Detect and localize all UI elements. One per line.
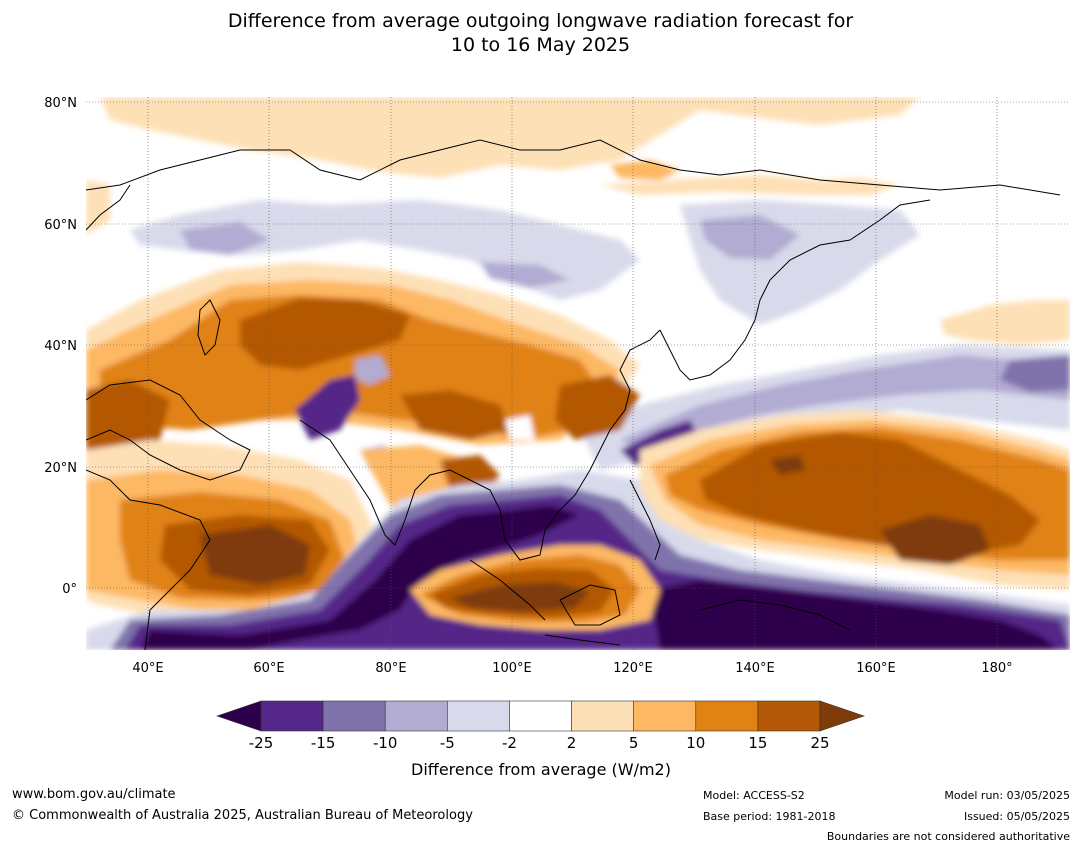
anomaly-positive-central-asia — [240, 298, 410, 370]
colorbar-tick-label: 2 — [567, 734, 577, 752]
anomaly-positive-tibet — [400, 390, 510, 440]
coastline-india — [299, 419, 471, 546]
colorbar-tick-label: 25 — [810, 734, 829, 752]
coastline-caspian — [197, 299, 221, 356]
footer-model: Model: ACCESS-S2 — [703, 789, 805, 802]
lon-label-100e: 100°E — [492, 661, 532, 676]
colorbar-tick-label: 10 — [686, 734, 705, 752]
footer-copyright: © Commonwealth of Australia 2025, Austra… — [12, 808, 473, 823]
colorbar-extend-min — [216, 700, 262, 732]
anomaly-negative-iran — [295, 375, 360, 440]
colorbar-bin — [384, 700, 448, 732]
colorbar-bin — [447, 700, 510, 732]
lon-label-40e: 40°E — [132, 661, 163, 676]
longitude-labels: 40°E 60°E 80°E 100°E 120°E 140°E 160°E 1… — [132, 661, 1012, 676]
map-panel — [86, 97, 1070, 650]
anomaly-negative-central-siberia — [480, 262, 570, 288]
colorbar-bin — [322, 700, 386, 732]
colorbar-tick-labels: -25 -15 -10 -5 -2 2 5 10 15 25 — [249, 734, 830, 752]
coastline-borneo — [559, 584, 621, 626]
lon-label-140e: 140°E — [735, 661, 775, 676]
coastline-new-guinea — [699, 599, 851, 631]
lat-label-equator: 0° — [62, 582, 77, 597]
anomaly-negative-pacific-band — [620, 355, 1070, 455]
anomaly-positive-pacific-core — [880, 515, 990, 565]
colorbar-bin — [695, 700, 759, 732]
coastline-africa-east — [86, 469, 211, 650]
colorbar-title: Difference from average (W/m2) — [411, 760, 671, 779]
anomaly-negative-siberia-dark — [180, 222, 270, 255]
map-gridlines — [86, 97, 1070, 650]
colorbar-tick-label: -15 — [311, 734, 336, 752]
coastline-arctic — [86, 139, 1061, 196]
title-line-2: 10 to 16 May 2025 — [450, 34, 631, 56]
coastlines — [86, 139, 1061, 650]
lon-label-160e: 160°E — [856, 661, 896, 676]
colorbar: -25 -15 -10 -5 -2 2 5 10 15 25 Difference from av… — [216, 700, 865, 779]
anomaly-negative-pacific-dark — [1000, 355, 1070, 392]
coastline-middle-east — [86, 379, 251, 481]
olr-anomaly-fields — [86, 97, 1070, 650]
colorbar-tick-label: 15 — [748, 734, 767, 752]
coastline-southeast-asia — [469, 329, 661, 561]
anomaly-negative-iran-ring — [355, 355, 390, 385]
colorbar-tick-label: -2 — [502, 734, 517, 752]
footer-disclaimer: Boundaries are not considered authoritat… — [826, 830, 1070, 843]
lon-label-60e: 60°E — [253, 661, 284, 676]
anomaly-negative-pacific-core — [650, 580, 1060, 650]
coastline-korea-japan — [659, 279, 771, 381]
colorbar-bin — [509, 700, 572, 732]
footer-model-run: Model run: 03/05/2025 — [944, 789, 1070, 802]
coastline-sumatra — [469, 559, 546, 621]
lat-label-40n: 40°N — [44, 339, 77, 354]
anomaly-positive-arctic — [100, 97, 920, 178]
footer-website: www.bom.gov.au/climate — [12, 787, 176, 802]
anomaly-positive-pacific-core-2 — [770, 455, 805, 475]
coastline-java — [544, 634, 621, 646]
footer-issued: Issued: 05/05/2025 — [963, 810, 1070, 823]
anomaly-positive-east-siberia — [610, 160, 680, 180]
colorbar-tick-label: -5 — [440, 734, 455, 752]
colorbar-bins — [260, 700, 821, 732]
colorbar-tick-label: -10 — [373, 734, 398, 752]
anomaly-positive-china — [555, 375, 640, 440]
anomaly-positive-north-pacific — [940, 300, 1070, 345]
coastline-philippines — [629, 479, 661, 561]
coastline-scandinavia — [86, 184, 131, 231]
anomaly-positive-west-russia — [86, 180, 110, 235]
colorbar-bin — [757, 700, 821, 732]
anomaly-positive-indian-ocean-core — [200, 525, 310, 585]
lon-label-120e: 120°E — [613, 661, 653, 676]
latitude-labels: 80°N 60°N 40°N 20°N 0° — [44, 96, 77, 597]
lat-label-60n: 60°N — [44, 218, 77, 233]
colorbar-tick-label: 5 — [629, 734, 639, 752]
footer-base-period: Base period: 1981-2018 — [703, 810, 836, 823]
colorbar-bin — [571, 700, 634, 732]
anomaly-negative-equator-core — [140, 505, 580, 650]
colorbar-bin — [260, 700, 324, 732]
lat-label-20n: 20°N — [44, 461, 77, 476]
anomaly-white-nepal — [505, 415, 535, 440]
coastline-kamchatka — [769, 199, 931, 281]
map-title: Difference from average outgoing longwav… — [0, 9, 1081, 57]
anomaly-negative-east-dark — [700, 215, 800, 260]
colorbar-extend-max — [819, 700, 865, 732]
colorbar-bin — [633, 700, 697, 732]
title-line-1: Difference from average outgoing longwav… — [227, 10, 854, 32]
lon-label-80e: 80°E — [375, 661, 406, 676]
anomaly-positive-arabia — [86, 380, 170, 455]
lat-label-80n: 80°N — [44, 96, 77, 111]
colorbar-tick-label: -25 — [249, 734, 274, 752]
lon-label-180: 180° — [981, 661, 1012, 676]
